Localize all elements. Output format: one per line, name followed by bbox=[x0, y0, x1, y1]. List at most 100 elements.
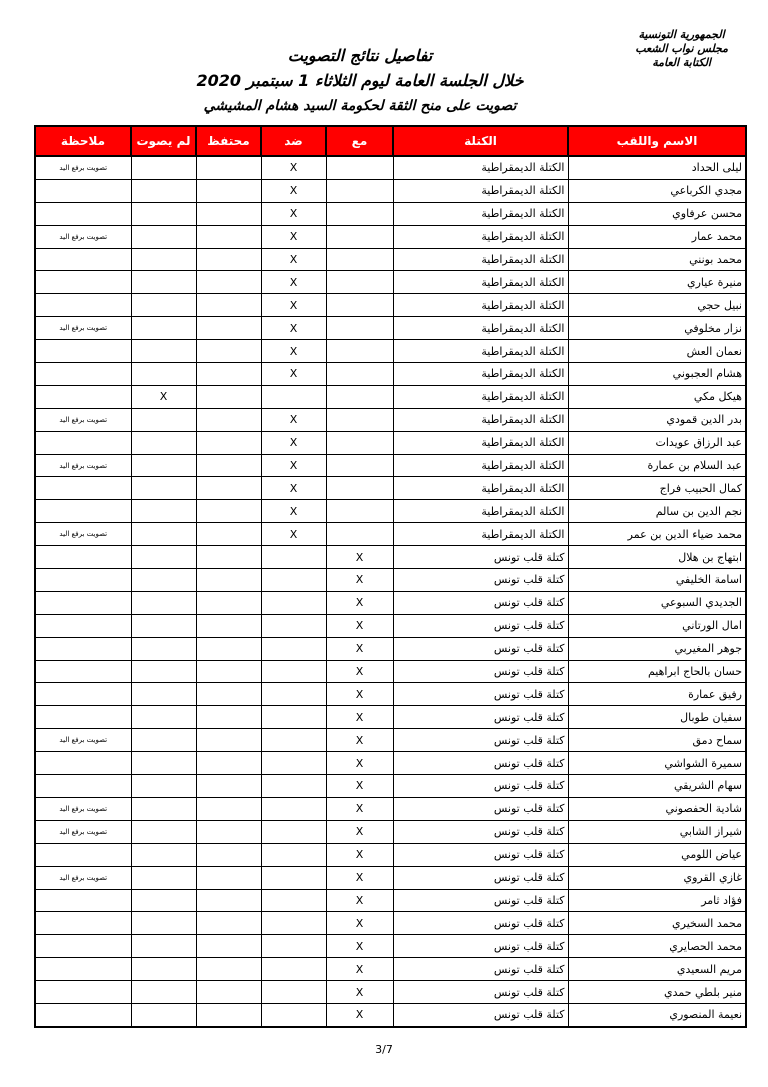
vote-cell: X bbox=[325, 865, 394, 890]
member-bloc: كتلة قلب تونس bbox=[392, 1002, 569, 1028]
column-header: ضد bbox=[260, 125, 327, 157]
table-row: ابتهاج بن هلال كتلة قلب تونس X bbox=[34, 545, 747, 570]
vote-cell bbox=[130, 865, 197, 890]
vote-cell bbox=[130, 362, 197, 386]
member-name: نعيمة المنصوري bbox=[567, 1002, 747, 1028]
vote-cell bbox=[325, 430, 394, 455]
member-name: شيراز الشابي bbox=[567, 819, 747, 844]
note-cell bbox=[34, 384, 132, 409]
vote-cell bbox=[130, 316, 197, 341]
vote-cell: X bbox=[260, 247, 327, 272]
note-cell bbox=[34, 911, 132, 936]
vote-cell bbox=[195, 545, 262, 570]
member-name: محمد عمار bbox=[567, 224, 747, 249]
vote-cell bbox=[260, 728, 327, 753]
vote-cell bbox=[195, 453, 262, 478]
column-header: الكتلة bbox=[392, 125, 569, 157]
vote-cell bbox=[195, 774, 262, 798]
vote-cell: X bbox=[325, 842, 394, 867]
member-bloc: الكتلة الديمقراطية bbox=[392, 430, 569, 455]
member-bloc: كتلة قلب تونس bbox=[392, 796, 569, 821]
vote-cell bbox=[195, 476, 262, 501]
vote-cell bbox=[130, 590, 197, 615]
vote-cell: X bbox=[325, 1002, 394, 1028]
member-bloc: كتلة قلب تونس bbox=[392, 568, 569, 592]
vote-cell bbox=[130, 751, 197, 776]
vote-cell bbox=[260, 865, 327, 890]
member-name: حسان بالحاج ابراهيم bbox=[567, 659, 747, 684]
member-name: نجم الدين بن سالم bbox=[567, 499, 747, 524]
member-bloc: كتلة قلب تونس bbox=[392, 728, 569, 753]
vote-cell: X bbox=[325, 545, 394, 570]
table-row: نزار مخلوفي الكتلة الديمقراطية X تصويت برفع… bbox=[34, 316, 747, 341]
vote-cell: X bbox=[260, 499, 327, 524]
table-row: نعيمة المنصوري كتلة قلب تونس X bbox=[34, 1002, 747, 1028]
vote-cell: X bbox=[260, 476, 327, 501]
vote-cell: X bbox=[260, 522, 327, 547]
vote-cell bbox=[130, 224, 197, 249]
vote-cell: X bbox=[130, 384, 197, 409]
vote-cell bbox=[195, 201, 262, 226]
member-bloc: كتلة قلب تونس bbox=[392, 865, 569, 890]
vote-cell: X bbox=[325, 659, 394, 684]
column-header: لم يصوت bbox=[130, 125, 197, 157]
table-row: محسن عرفاوي الكتلة الديمقراطية X bbox=[34, 201, 747, 226]
member-name: مريم السعيدي bbox=[567, 957, 747, 982]
vote-cell bbox=[195, 247, 262, 272]
vote-cell bbox=[325, 316, 394, 341]
vote-cell bbox=[130, 453, 197, 478]
vote-cell bbox=[260, 980, 327, 1004]
member-bloc: الكتلة الديمقراطية bbox=[392, 499, 569, 524]
vote-cell bbox=[130, 407, 197, 432]
note-cell bbox=[34, 476, 132, 501]
vote-cell bbox=[260, 384, 327, 409]
member-bloc: الكتلة الديمقراطية bbox=[392, 407, 569, 432]
member-name: محمد الحصايري bbox=[567, 934, 747, 959]
vote-cell bbox=[260, 751, 327, 776]
vote-cell bbox=[130, 705, 197, 730]
vote-cell bbox=[195, 155, 262, 180]
vote-cell: X bbox=[260, 201, 327, 226]
member-bloc: الكتلة الديمقراطية bbox=[392, 384, 569, 409]
vote-cell bbox=[130, 934, 197, 959]
vote-cell bbox=[325, 407, 394, 432]
member-bloc: كتلة قلب تونس bbox=[392, 819, 569, 844]
vote-cell bbox=[130, 270, 197, 295]
vote-cell bbox=[130, 774, 197, 798]
column-header: محتفظ bbox=[195, 125, 262, 157]
table-row: عبد الرزاق عويدات الكتلة الديمقراطية X bbox=[34, 430, 747, 455]
vote-cell: X bbox=[325, 774, 394, 798]
note-cell bbox=[34, 430, 132, 455]
note-cell bbox=[34, 934, 132, 959]
table-row: شيراز الشابي كتلة قلب تونس X تصويت برفع الي… bbox=[34, 819, 747, 844]
member-name: كمال الحبيب فراج bbox=[567, 476, 747, 501]
vote-cell: X bbox=[260, 407, 327, 432]
vote-cell bbox=[260, 590, 327, 615]
vote-cell: X bbox=[325, 613, 394, 638]
note-cell: تصويت برفع اليد bbox=[34, 155, 132, 180]
note-cell bbox=[34, 201, 132, 226]
vote-cell bbox=[195, 957, 262, 982]
member-bloc: كتلة قلب تونس bbox=[392, 774, 569, 798]
member-name: الجديدي السبوعي bbox=[567, 590, 747, 615]
vote-cell bbox=[260, 636, 327, 661]
vote-cell: X bbox=[260, 293, 327, 318]
document-title: تفاصيل نتائج التصويت bbox=[287, 46, 433, 65]
table-row: سميرة الشواشي كتلة قلب تونس X bbox=[34, 751, 747, 776]
note-cell: تصويت برفع اليد bbox=[34, 316, 132, 341]
vote-subject: تصويت على منح الثقة لحكومة السيد هشام ال… bbox=[203, 98, 517, 114]
vote-cell bbox=[130, 522, 197, 547]
vote-cell bbox=[325, 476, 394, 501]
vote-cell bbox=[195, 178, 262, 203]
vote-cell bbox=[195, 705, 262, 730]
vote-cell bbox=[325, 201, 394, 226]
vote-cell: X bbox=[325, 934, 394, 959]
vote-cell bbox=[195, 270, 262, 295]
vote-cell: X bbox=[260, 316, 327, 341]
member-bloc: كتلة قلب تونس bbox=[392, 911, 569, 936]
vote-cell bbox=[260, 934, 327, 959]
vote-cell bbox=[195, 728, 262, 753]
note-cell bbox=[34, 613, 132, 638]
member-bloc: كتلة قلب تونس bbox=[392, 751, 569, 776]
note-cell: تصويت برفع اليد bbox=[34, 819, 132, 844]
